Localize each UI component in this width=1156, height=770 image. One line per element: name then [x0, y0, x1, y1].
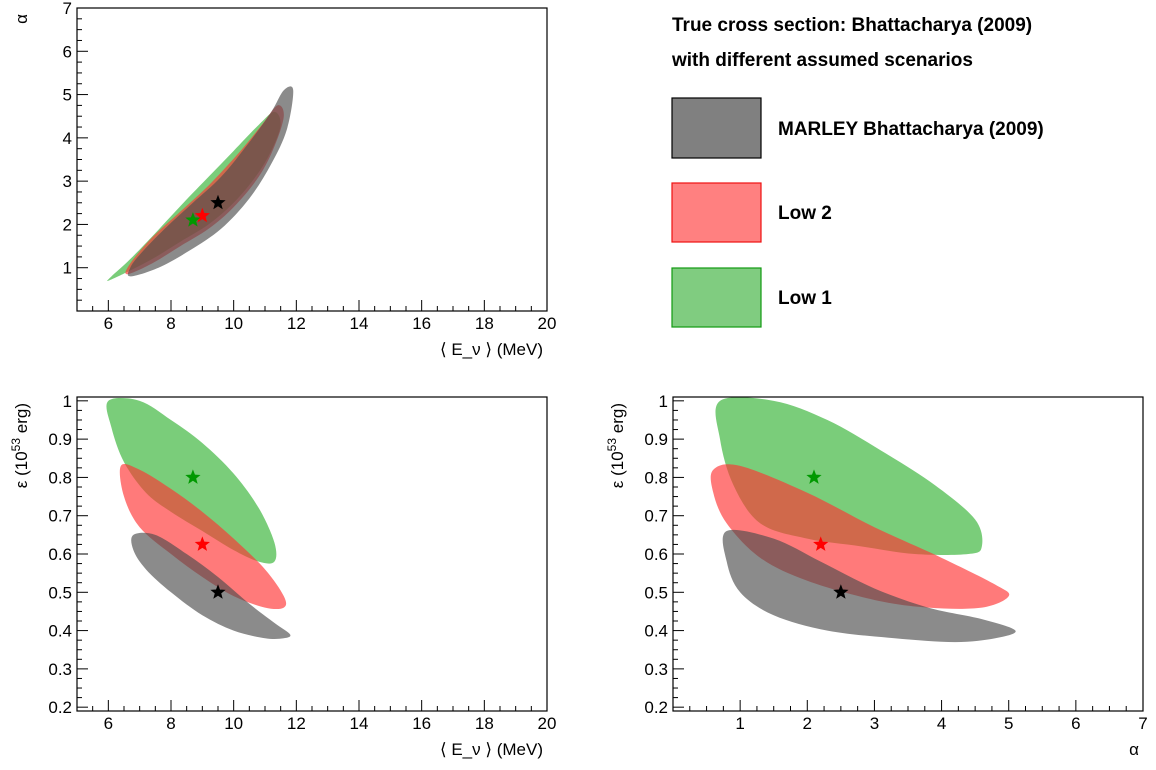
y-axis-label: ε (1053​ erg): [605, 403, 627, 488]
best-fit-star-low1: [806, 469, 822, 484]
contour-regions: [106, 397, 291, 639]
x-tick-label: 14: [350, 314, 369, 333]
x-tick-label: 6: [1071, 714, 1080, 733]
x-tick-label: 16: [412, 714, 431, 733]
y-tick-label: 0.4: [644, 622, 668, 641]
best-fit-star-low1: [185, 212, 201, 227]
legend-label-low2: Low 2: [778, 203, 832, 224]
y-tick-label: 0.8: [644, 468, 668, 487]
legend-swatch-low1: [671, 267, 762, 328]
x-tick-label: 8: [166, 314, 175, 333]
legend-title-line1: True cross section: Bhattacharya (2009): [672, 15, 1032, 36]
panel-eps_vs_alpha: 1 2 3 4 5 6 7 0.2 0.3 0.4 0.5 0.6 0.7 0.8 0.9 1 α ε (1053…: [605, 392, 1148, 759]
contour-regions: [710, 397, 1016, 643]
best-fit-star-low1: [185, 469, 201, 484]
y-tick-label: 0.7: [644, 507, 668, 526]
best-fit-star-low2: [194, 207, 210, 223]
x-tick-label: 14: [350, 714, 369, 733]
y-tick-label: 0.2: [48, 698, 72, 717]
best-fit-star-marley: [210, 584, 226, 599]
y-axis-label: ε (1053​ erg): [9, 403, 31, 488]
region-low2: [710, 464, 1010, 609]
x-tick-label: 18: [475, 714, 494, 733]
y-tick-label: 7: [63, 0, 72, 18]
y-tick-label: 5: [63, 86, 72, 105]
legend: True cross section: Bhattacharya (2009) …: [671, 15, 1044, 328]
x-tick-label: 12: [287, 714, 306, 733]
x-tick-label: 18: [475, 314, 494, 333]
y-tick-label: 4: [63, 129, 72, 148]
region-low1: [107, 111, 281, 281]
x-tick-label: 2: [803, 714, 812, 733]
y-tick-label: 3: [63, 172, 72, 191]
y-tick-label: 0.5: [644, 583, 668, 602]
contour-regions: [107, 86, 294, 281]
region-low2: [119, 464, 287, 610]
x-axis-label: ⟨ E_ν ⟩ (MeV): [440, 340, 543, 359]
y-tick-label: 0.9: [48, 430, 72, 449]
best-fit-star-marley: [210, 194, 226, 210]
x-axis-label: α: [1129, 740, 1139, 759]
y-tick-label: 6: [63, 42, 72, 61]
y-tick-label: 0.4: [48, 622, 72, 641]
y-tick-label: 0.9: [644, 430, 668, 449]
y-tick-label: 1: [63, 392, 72, 411]
x-tick-label: 10: [224, 314, 243, 333]
y-tick-label: 0.7: [48, 507, 72, 526]
x-tick-label: 16: [412, 314, 431, 333]
y-tick-label: 1: [63, 259, 72, 278]
best-fit-star-low2: [194, 536, 210, 551]
panel-eps_vs_E: 6 8 10 12 14 16 18 20 0.2 0.3 0.4 0.5 0.6 0.7 0.8 0.9 1 ⟨…: [9, 392, 556, 759]
y-tick-label: 0.6: [644, 545, 668, 564]
legend-title-line2: with different assumed scenarios: [671, 50, 973, 71]
x-tick-label: 10: [224, 714, 243, 733]
legend-swatch-low2: [671, 182, 762, 243]
region-marley: [131, 532, 291, 639]
x-tick-label: 20: [538, 314, 557, 333]
best-fit-star-marley: [833, 584, 849, 599]
x-tick-label: 4: [937, 714, 946, 733]
x-axis-label: ⟨ E_ν ⟩ (MeV): [440, 740, 543, 759]
x-tick-label: 20: [538, 714, 557, 733]
y-tick-label: 0.8: [48, 468, 72, 487]
y-tick-label: 0.3: [48, 660, 72, 679]
region-marley: [722, 529, 1016, 643]
y-tick-label: 0.6: [48, 545, 72, 564]
y-tick-label: 0.2: [644, 698, 668, 717]
y-tick-label: 1: [659, 392, 668, 411]
x-tick-label: 6: [104, 714, 113, 733]
x-tick-label: 5: [1004, 714, 1013, 733]
x-tick-label: 7: [1138, 714, 1147, 733]
legend-label-low1: Low 1: [778, 288, 832, 309]
x-tick-label: 6: [104, 314, 113, 333]
best-fit-star-low2: [813, 536, 829, 551]
x-tick-label: 12: [287, 314, 306, 333]
y-tick-label: 0.5: [48, 583, 72, 602]
y-axis-label: α: [12, 14, 31, 24]
y-tick-label: 0.3: [644, 660, 668, 679]
x-tick-label: 8: [166, 714, 175, 733]
x-tick-label: 3: [870, 714, 879, 733]
legend-label-marley: MARLEY Bhattacharya (2009): [778, 119, 1044, 140]
x-tick-label: 1: [735, 714, 744, 733]
legend-swatch-marley: [671, 97, 762, 159]
y-tick-label: 2: [63, 215, 72, 234]
region-marley: [127, 86, 294, 277]
